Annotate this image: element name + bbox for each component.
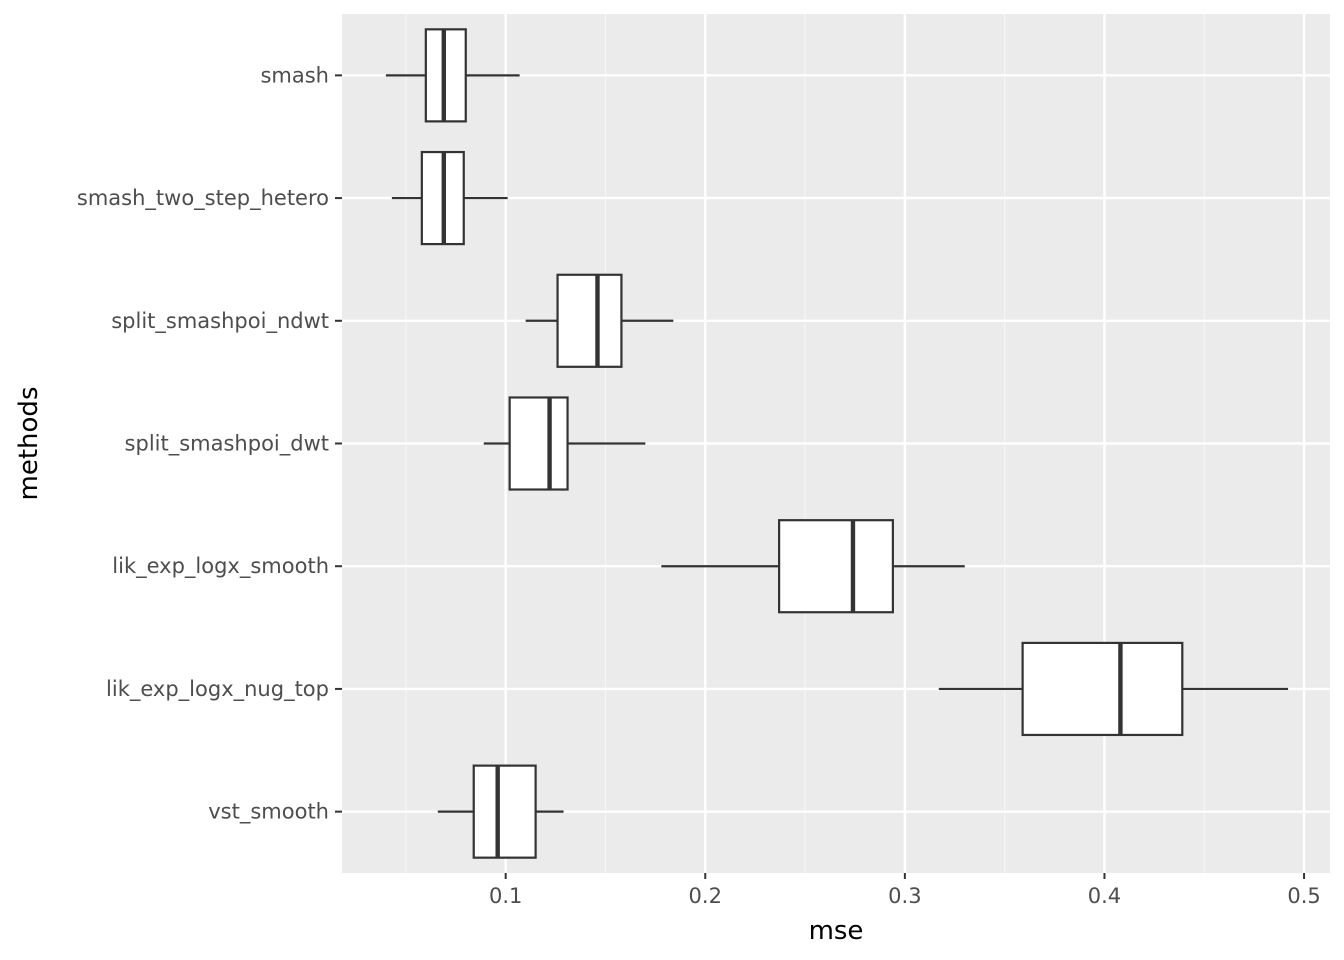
y-tick-label: vst_smooth <box>208 800 329 825</box>
box-split_smashpoi_dwt <box>483 396 646 491</box>
box-lik_exp_logx_smooth <box>661 519 965 614</box>
box-split_smashpoi_ndwt <box>525 273 674 368</box>
box-series <box>385 28 1289 859</box>
y-tick-label: split_smashpoi_dwt <box>125 432 329 457</box>
box-smash <box>385 28 520 123</box>
y-tick-label: lik_exp_logx_smooth <box>112 554 329 579</box>
y-tick-label: lik_exp_logx_nug_top <box>106 677 329 702</box>
y-axis-title: methods <box>14 387 44 501</box>
interquartile-box <box>778 519 894 614</box>
interquartile-box <box>472 764 537 859</box>
x-axis: 0.1 0.2 0.3 0.4 0.5 <box>489 873 1321 908</box>
interquartile-box <box>1021 641 1184 737</box>
box-vst_smooth <box>437 764 564 859</box>
x-tick-label: 0.4 <box>1088 884 1121 908</box>
y-tick-label: smash <box>260 63 329 87</box>
x-tick-label: 0.5 <box>1287 884 1320 908</box>
y-tick-label: smash_two_step_hetero <box>77 186 329 211</box>
y-axis: smash smash_two_step_hetero split_smashpoi… <box>77 63 342 825</box>
interquartile-box <box>556 273 623 368</box>
x-tick-label: 0.3 <box>888 884 921 908</box>
y-tick-label: split_smashpoi_ndwt <box>111 309 329 334</box>
box-smash_two_step_hetero <box>391 150 508 246</box>
x-tick-label: 0.2 <box>689 884 722 908</box>
interquartile-box <box>508 396 569 491</box>
x-tick-label: 0.1 <box>489 884 522 908</box>
box-lik_exp_logx_nug_top <box>938 641 1289 737</box>
x-axis-title: mse <box>809 916 864 946</box>
